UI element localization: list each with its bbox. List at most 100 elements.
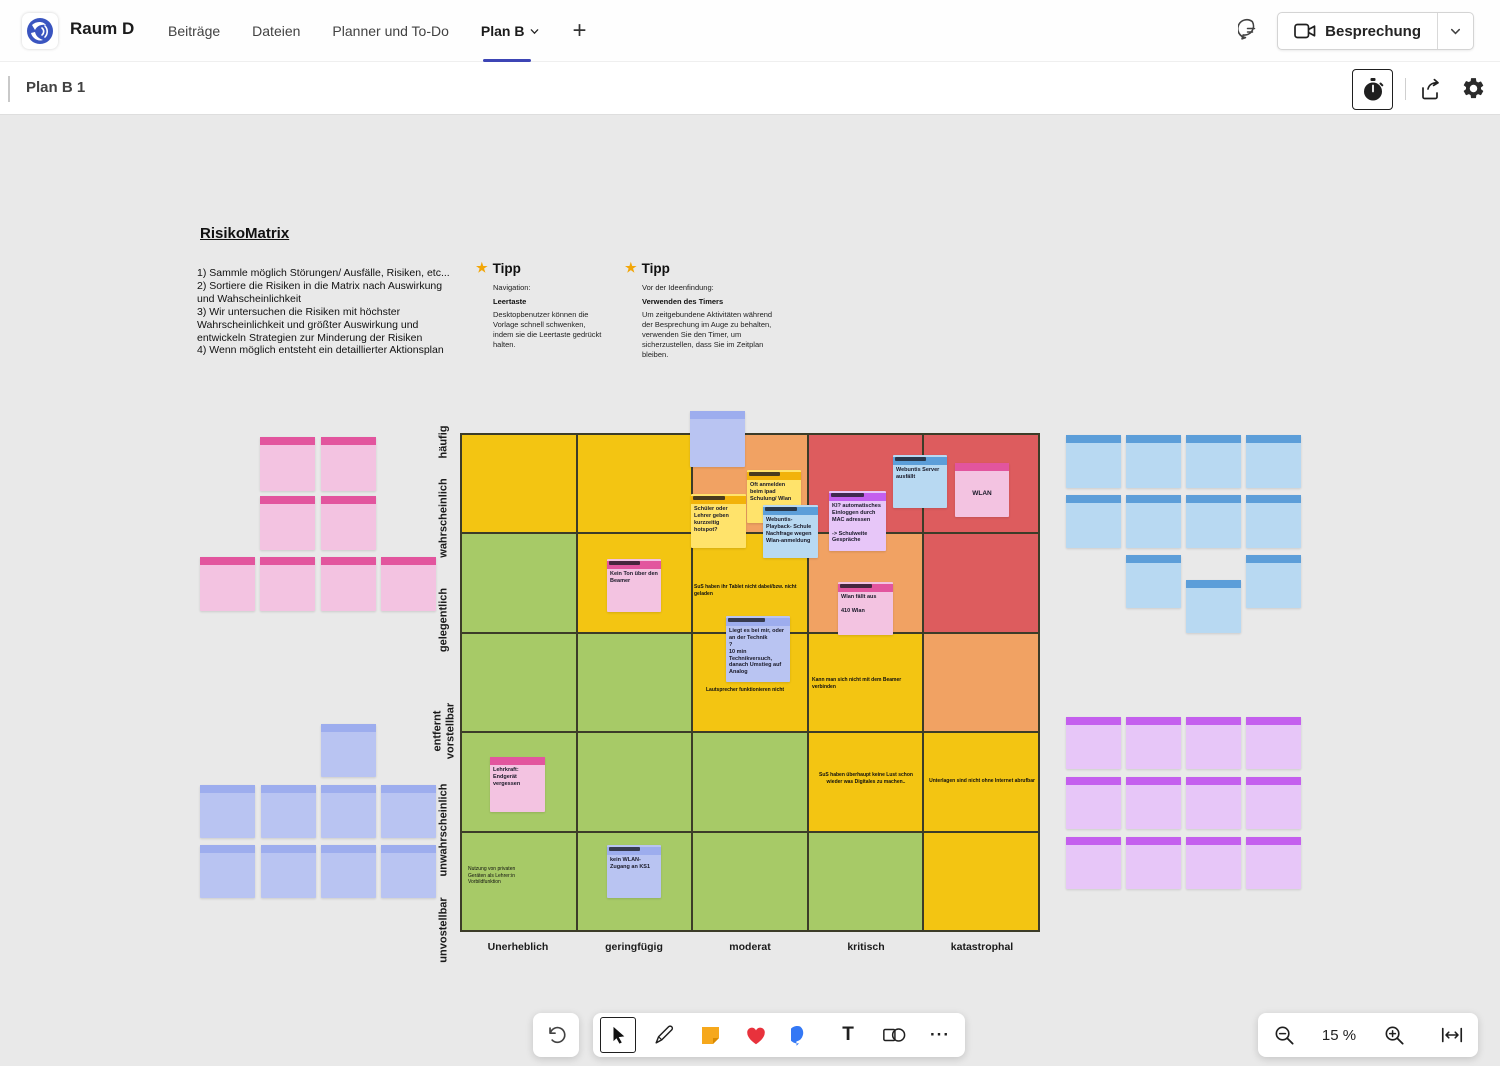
whiteboard-canvas[interactable]: RisikoMatrix 1) Sammle möglich Störungen… (0, 115, 1500, 1066)
sticky-note[interactable] (1126, 717, 1181, 769)
matrix-cell-r2c1[interactable] (462, 534, 576, 632)
timer-button[interactable] (1352, 69, 1393, 110)
tip-body: Desktopbenutzer können die Vorlage schne… (493, 310, 602, 349)
matrix-cell-r3c5[interactable] (924, 633, 1038, 732)
zoom-in-button[interactable] (1374, 1015, 1414, 1055)
matrix-cell-r5c3[interactable] (693, 832, 807, 930)
sticky-note[interactable] (261, 785, 316, 838)
sticky-note[interactable] (200, 785, 255, 838)
zoom-out-button[interactable] (1264, 1015, 1304, 1055)
sticky-note[interactable] (1066, 495, 1121, 548)
tab-dateien[interactable]: Dateien (252, 0, 300, 62)
text-tool[interactable]: T (825, 1013, 871, 1057)
sticky-note[interactable] (1126, 435, 1181, 488)
sticky-note[interactable] (321, 437, 376, 491)
comment-tool[interactable] (779, 1013, 825, 1057)
sticky-note[interactable] (1186, 837, 1241, 889)
sticky-note[interactable]: Liegt es bei mir, oder an der Technik ? … (726, 616, 790, 682)
sticky-note[interactable] (200, 845, 255, 898)
sticky-note[interactable] (381, 845, 436, 898)
matrix-cell-r4c3[interactable] (693, 733, 807, 831)
sticky-note[interactable] (321, 845, 376, 898)
sticky-note[interactable]: kein WLAN-Zugang an KS1 (607, 845, 661, 898)
matrix-cell-r2c5[interactable] (924, 534, 1038, 632)
sticky-note[interactable]: Kein Ton über den Beamer (607, 559, 661, 612)
sticky-note[interactable] (1246, 777, 1301, 829)
meeting-button[interactable]: Besprechung (1278, 13, 1437, 49)
matrix-cell-r4c4[interactable] (808, 733, 923, 831)
sticky-note[interactable] (1066, 837, 1121, 889)
sticky-note[interactable] (1186, 580, 1241, 633)
add-tab-button[interactable]: + (572, 17, 587, 44)
sticky-note[interactable] (321, 496, 376, 550)
sticky-note[interactable] (200, 557, 255, 611)
meeting-options-chevron[interactable] (1437, 13, 1473, 49)
sticky-note[interactable]: Webuntis Server ausfällt (893, 455, 947, 508)
tab-plan-b[interactable]: Plan B (481, 0, 541, 62)
fit-to-screen-button[interactable] (1432, 1015, 1472, 1055)
sticky-note[interactable]: Oft anmelden beim ipad Schulung/ Wlan (747, 470, 801, 523)
pen-tool[interactable] (641, 1013, 687, 1057)
sticky-note[interactable] (1186, 777, 1241, 829)
matrix-cell-r3c1[interactable] (462, 633, 576, 732)
more-tools-button[interactable]: ··· (917, 1013, 963, 1057)
sticky-note[interactable]: WLAN (955, 463, 1009, 517)
select-tool[interactable] (595, 1013, 641, 1057)
sticky-note[interactable] (321, 724, 376, 777)
tip-subtitle: Vor der Ideenfindung: (642, 283, 714, 292)
matrix-cell-r4c2[interactable] (577, 733, 692, 831)
sticky-note[interactable] (321, 785, 376, 838)
sticky-note[interactable] (381, 785, 436, 838)
matrix-cell-r5c1[interactable] (462, 832, 576, 930)
settings-gear-icon[interactable] (1461, 76, 1487, 102)
matrix-cell-r5c5[interactable] (924, 832, 1038, 930)
matrix-cell-r3c2[interactable] (577, 633, 692, 732)
sticky-note[interactable] (260, 437, 315, 491)
sticky-note[interactable] (261, 845, 316, 898)
sticky-note[interactable] (381, 557, 436, 611)
sticky-note-header (893, 457, 947, 465)
tab-planner-und-to-do[interactable]: Planner und To-Do (332, 0, 448, 62)
sticky-note-header (321, 845, 376, 853)
reaction-tool[interactable] (733, 1013, 779, 1057)
sticky-note[interactable]: Lehrkraft: Endgerät vergessen (490, 757, 545, 812)
sticky-note[interactable] (1186, 717, 1241, 769)
sticky-note[interactable] (1066, 777, 1121, 829)
matrix-cell-r5c4[interactable] (808, 832, 923, 930)
cell-annotation: Nutzung von privaten Geräten als Lehrer:… (468, 866, 516, 885)
sticky-note[interactable] (1186, 435, 1241, 488)
matrix-cell-r1c2[interactable] (577, 435, 692, 533)
sticky-note[interactable]: Schüler oder Lehrer geben kurzzeitig hot… (691, 494, 746, 548)
matrix-cell-r4c5[interactable] (924, 733, 1038, 831)
matrix-cell-r1c1[interactable] (462, 435, 576, 533)
sticky-note[interactable] (1246, 495, 1301, 548)
sticky-note[interactable] (260, 557, 315, 611)
sticky-note[interactable] (260, 496, 315, 550)
sticky-note[interactable] (321, 557, 376, 611)
feedback-bubble-icon[interactable] (1238, 18, 1264, 44)
sticky-note[interactable] (1126, 837, 1181, 889)
sticky-note[interactable] (690, 411, 745, 467)
shapes-tool[interactable] (871, 1013, 917, 1057)
sticky-note[interactable] (1186, 495, 1241, 548)
matrix-cell-r3c4[interactable] (808, 633, 923, 732)
sticky-note[interactable] (1246, 435, 1301, 488)
sticky-note[interactable] (1066, 435, 1121, 488)
tab-beitr-ge[interactable]: Beiträge (168, 0, 220, 62)
undo-button[interactable] (533, 1013, 579, 1057)
sticky-note[interactable] (1126, 555, 1181, 608)
sticky-note[interactable] (1246, 837, 1301, 889)
sticky-note[interactable] (1246, 555, 1301, 608)
sticky-note-header (726, 618, 790, 626)
sticky-note[interactable] (1126, 777, 1181, 829)
sticky-note-header (1186, 495, 1241, 503)
sticky-note[interactable]: Webuntis- Playback- Schule Nachfrage weg… (763, 505, 818, 558)
sticky-note-tool[interactable] (687, 1013, 733, 1057)
sticky-note[interactable] (1246, 717, 1301, 769)
share-icon[interactable] (1418, 76, 1444, 102)
sticky-note[interactable] (1126, 495, 1181, 548)
sticky-note[interactable]: Wlan fällt aus 410 Wlan (838, 582, 893, 635)
sticky-note[interactable] (1066, 717, 1121, 769)
team-avatar[interactable] (22, 13, 58, 49)
sticky-note[interactable]: KI? automatisches Einloggen durch MAC ad… (829, 491, 886, 551)
